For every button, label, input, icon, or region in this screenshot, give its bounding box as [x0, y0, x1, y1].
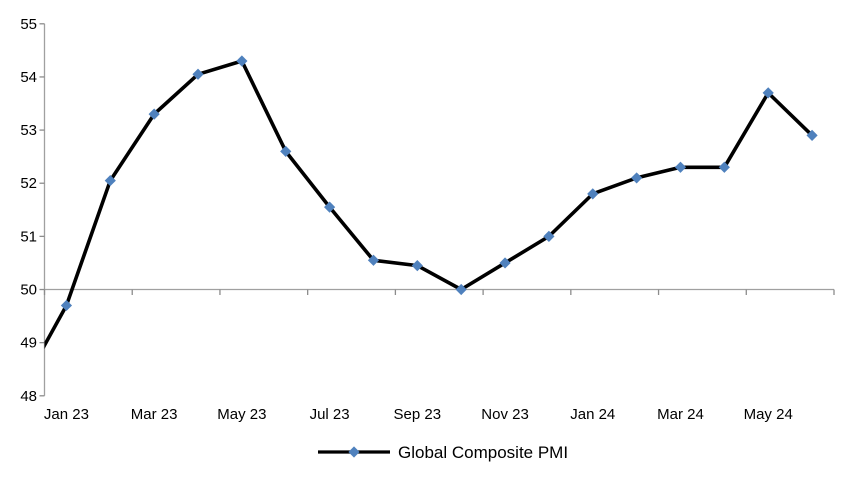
- data-point-marker: [543, 230, 555, 242]
- x-axis-label: Mar 23: [131, 406, 178, 423]
- data-point-marker: [192, 68, 204, 80]
- data-point-marker: [762, 87, 774, 99]
- data-point-marker: [367, 254, 380, 266]
- legend-marker-sample: [348, 446, 360, 458]
- y-axis-label: 52: [20, 175, 37, 192]
- data-point-marker: [104, 174, 116, 187]
- x-axis-label: Sep 23: [394, 406, 442, 423]
- y-axis-label: 51: [20, 228, 37, 245]
- data-point-marker: [806, 129, 818, 141]
- data-point-marker: [455, 283, 467, 296]
- x-axis-label: May 23: [217, 406, 266, 423]
- data-point-marker: [280, 145, 292, 157]
- data-point-marker: [631, 172, 643, 184]
- legend-label: Global Composite PMI: [398, 443, 568, 462]
- data-point-marker: [236, 55, 248, 67]
- data-point-marker: [323, 201, 336, 213]
- x-axis-label: Nov 23: [481, 406, 529, 423]
- data-point-marker: [411, 260, 423, 272]
- y-axis-label: 53: [20, 122, 37, 139]
- y-axis-label: 55: [20, 16, 37, 33]
- x-axis-label: Jul 23: [310, 406, 350, 423]
- data-point-marker: [499, 257, 511, 269]
- data-point-marker: [60, 299, 73, 312]
- y-axis-label: 49: [20, 335, 37, 352]
- x-axis-label: May 24: [744, 406, 793, 423]
- series-line: [44, 59, 814, 350]
- data-point-marker: [718, 161, 730, 173]
- x-axis-label: Jan 24: [570, 406, 615, 423]
- x-axis-label: Jan 23: [44, 406, 89, 423]
- data-point-marker: [148, 108, 160, 120]
- y-axis-label: 54: [20, 69, 37, 86]
- data-point-marker: [674, 161, 687, 173]
- y-axis-label: 50: [20, 282, 37, 299]
- y-axis-label: 48: [20, 388, 37, 405]
- data-point-marker: [587, 188, 599, 200]
- x-axis-label: Mar 24: [657, 406, 704, 423]
